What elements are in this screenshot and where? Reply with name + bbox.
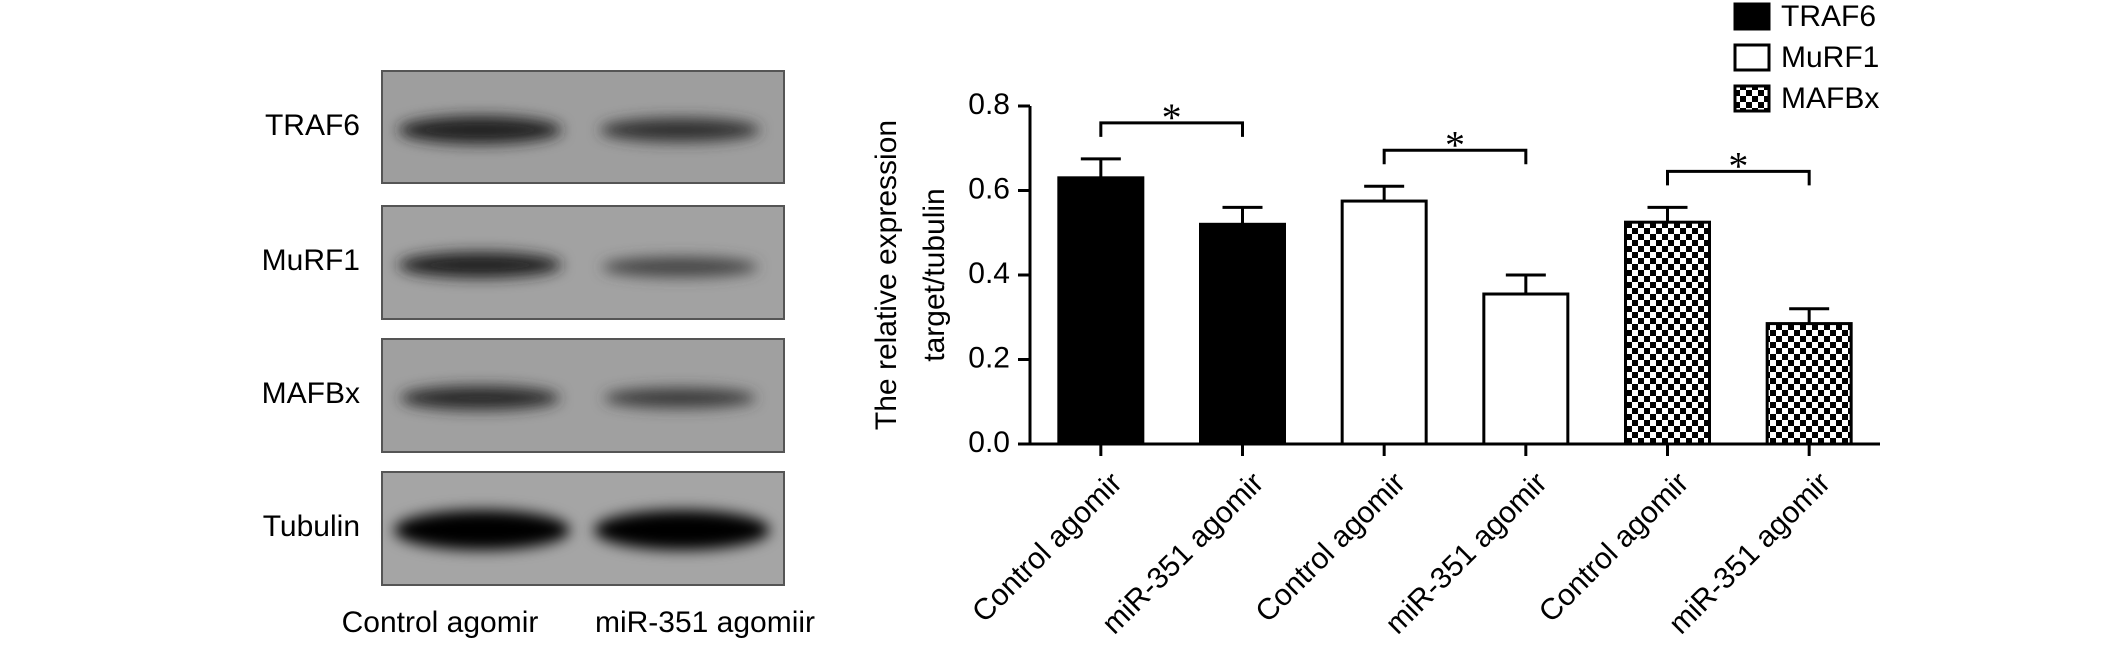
x-tick-label: Control agomir [1249,466,1411,628]
y-tick-label: 0.6 [968,172,1010,205]
significance-bracket [1666,169,1811,186]
bar [1199,222,1286,446]
blot-row-label: MuRF1 [262,244,360,277]
x-tick-label: Control agomir [1533,466,1695,628]
legend-label: TRAF6 [1781,0,1876,33]
western-blot [381,70,785,586]
y-tick-label: 0.0 [968,426,1010,459]
legend-label: MAFBx [1781,82,1879,115]
y-axis-label: target/tubulin [918,188,951,361]
y-axis-label: The relative expression [870,120,903,430]
blot-panel [381,338,785,453]
significance-bracket [1382,148,1528,165]
bar [1624,220,1711,446]
bar [1482,292,1570,446]
y-tick-label: 0.4 [968,257,1010,290]
x-tick-label: Control agomir [966,466,1128,628]
bar [1057,176,1145,446]
legend-swatch [1733,2,1771,31]
significance-mark: * [1728,143,1748,188]
significance-bracket [1099,121,1244,137]
blot-panel [381,205,785,320]
blot-lane-label: miR-351 agomiir [595,606,815,639]
blot-panel [381,471,785,586]
legend-swatch [1733,43,1771,72]
blot-row-label: TRAF6 [265,109,360,142]
blot-panel [381,70,785,184]
blot-row-label: Tubulin [263,510,360,543]
y-tick-label: 0.8 [968,88,1010,121]
blot-row-label: MAFBx [262,377,360,410]
significance-mark: * [1162,95,1182,140]
legend-swatch [1733,84,1771,113]
blot-lane-label: Control agomir [342,606,539,639]
legend-label: MuRF1 [1781,41,1879,74]
significance-mark: * [1445,122,1465,167]
y-tick-label: 0.2 [968,341,1010,374]
bar [1765,322,1853,446]
bar [1340,199,1428,446]
